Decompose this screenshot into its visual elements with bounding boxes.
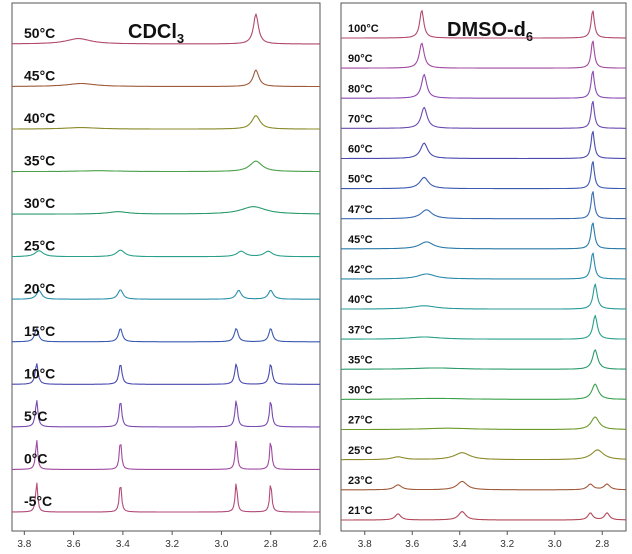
- spectrum-line: [341, 349, 627, 370]
- temperature-label: 45°C: [24, 68, 55, 84]
- temperature-label: 25°C: [24, 238, 55, 254]
- x-tick-label: 3.6: [405, 539, 419, 550]
- temperature-label: 47°C: [348, 204, 373, 216]
- temperature-label: 15°C: [24, 323, 55, 339]
- temperature-label: 10°C: [24, 365, 55, 381]
- cdcl3-title-subscript: 3: [177, 31, 184, 46]
- x-tick-label: 2.8: [595, 539, 609, 550]
- cdcl3-panel-title: CDCl3: [128, 21, 184, 46]
- x-tick-label: 3.4: [116, 539, 130, 550]
- temperature-label: 20°C: [24, 280, 55, 296]
- spectrum-line: [341, 416, 626, 431]
- spectrum-line: [12, 249, 321, 258]
- spectrum-line: [341, 191, 626, 220]
- dmso-title-subscript: 6: [526, 29, 533, 44]
- temperature-label: 80°C: [348, 83, 373, 95]
- dmso-panel: DMSO-d6 100°C 90°C 80°C 70°C 60°C 50°C 47°C 45°…: [340, 2, 627, 550]
- dmso-plot-frame: [340, 2, 627, 532]
- spectrum-line: [12, 327, 320, 343]
- spectrum-line: [12, 400, 320, 428]
- temperature-label: 45°C: [348, 234, 373, 246]
- dmso-spectra: [341, 10, 627, 521]
- spectrum-line: [341, 252, 626, 280]
- temperature-label: 40°C: [348, 294, 373, 306]
- spectrum-line: [12, 439, 320, 470]
- temperature-label: 50°C: [348, 174, 373, 186]
- temperature-label: 35°C: [348, 354, 373, 366]
- spectrum-line: [11, 289, 320, 300]
- spectrum-line: [341, 449, 626, 461]
- spectrum-line: [12, 482, 320, 513]
- spectrum-line: [12, 69, 320, 88]
- cdcl3-x-axis: 3.8 3.6 3.4 3.2 3.0 2.8 2.6: [17, 531, 327, 550]
- temperature-label: 90°C: [348, 53, 373, 65]
- temperature-label: 30°C: [348, 385, 373, 397]
- temperature-label: 23°C: [348, 475, 373, 487]
- spectrum-line: [341, 161, 626, 190]
- cdcl3-temperature-labels: 50°C 45°C 40°C 35°C 30°C 25°C 20°C 15°C 10°C 5°C 0…: [24, 25, 55, 509]
- x-tick-label: 2.6: [313, 539, 327, 550]
- spectrum-line: [341, 70, 627, 99]
- x-tick-label: 3.2: [165, 539, 179, 550]
- spectrum-line: [341, 40, 626, 69]
- temperature-label: 70°C: [348, 113, 373, 125]
- x-tick-label: 3.8: [17, 539, 31, 550]
- temperature-label: 50°C: [24, 25, 55, 41]
- temperature-label: 42°C: [348, 264, 373, 276]
- temperature-label: 40°C: [24, 110, 55, 126]
- spectrum-line: [341, 130, 626, 160]
- temperature-label: 0°C: [24, 451, 48, 467]
- spectrum-line: [12, 13, 320, 45]
- spectrum-line: [12, 206, 320, 215]
- spectrum-line: [12, 160, 320, 173]
- temperature-label: 37°C: [348, 324, 373, 336]
- spectrum-line: [12, 115, 320, 130]
- x-tick-label: 2.8: [264, 539, 278, 550]
- dmso-title-main: DMSO-d: [447, 19, 526, 41]
- spectrum-line: [341, 283, 627, 310]
- temperature-label: 25°C: [348, 445, 373, 457]
- spectrum-line: [341, 314, 627, 340]
- temperature-label: 5°C: [24, 408, 48, 424]
- x-tick-label: 3.4: [453, 539, 467, 550]
- x-tick-label: 3.8: [358, 539, 372, 550]
- cdcl3-plot-frame: [11, 2, 321, 532]
- spectrum-line: [341, 10, 626, 39]
- spectrum-line: [11, 363, 320, 385]
- spectrum-line: [341, 383, 626, 400]
- temperature-label: 30°C: [24, 195, 55, 211]
- x-tick-label: 3.6: [67, 539, 81, 550]
- dmso-x-axis: 3.8 3.6 3.4 3.2 3.0 2.8: [358, 531, 610, 550]
- temperature-label: 35°C: [24, 153, 55, 169]
- spectrum-line: [341, 511, 626, 521]
- dmso-temperature-labels: 100°C 90°C 80°C 70°C 60°C 50°C 47°C 45°C 42°C 40°…: [348, 23, 379, 517]
- x-tick-label: 3.2: [500, 539, 514, 550]
- spectrum-line: [341, 222, 627, 250]
- temperature-label: 60°C: [348, 144, 373, 156]
- temperature-label: 100°C: [348, 23, 379, 35]
- spectrum-line: [341, 480, 626, 491]
- cdcl3-spectra: [11, 13, 321, 513]
- temperature-label: -5°C: [24, 493, 52, 509]
- temperature-label: 27°C: [348, 415, 373, 427]
- dmso-panel-title: DMSO-d6: [447, 19, 533, 44]
- cdcl3-panel: CDCl3 50°C45°C40°C35°C30°C25°C20°C15°C10…: [11, 2, 327, 550]
- x-tick-label: 3.0: [214, 539, 228, 550]
- cdcl3-title-main: CDCl: [128, 21, 177, 43]
- x-tick-label: 3.0: [548, 539, 562, 550]
- spectrum-line: [341, 100, 626, 129]
- temperature-label: 21°C: [348, 505, 373, 517]
